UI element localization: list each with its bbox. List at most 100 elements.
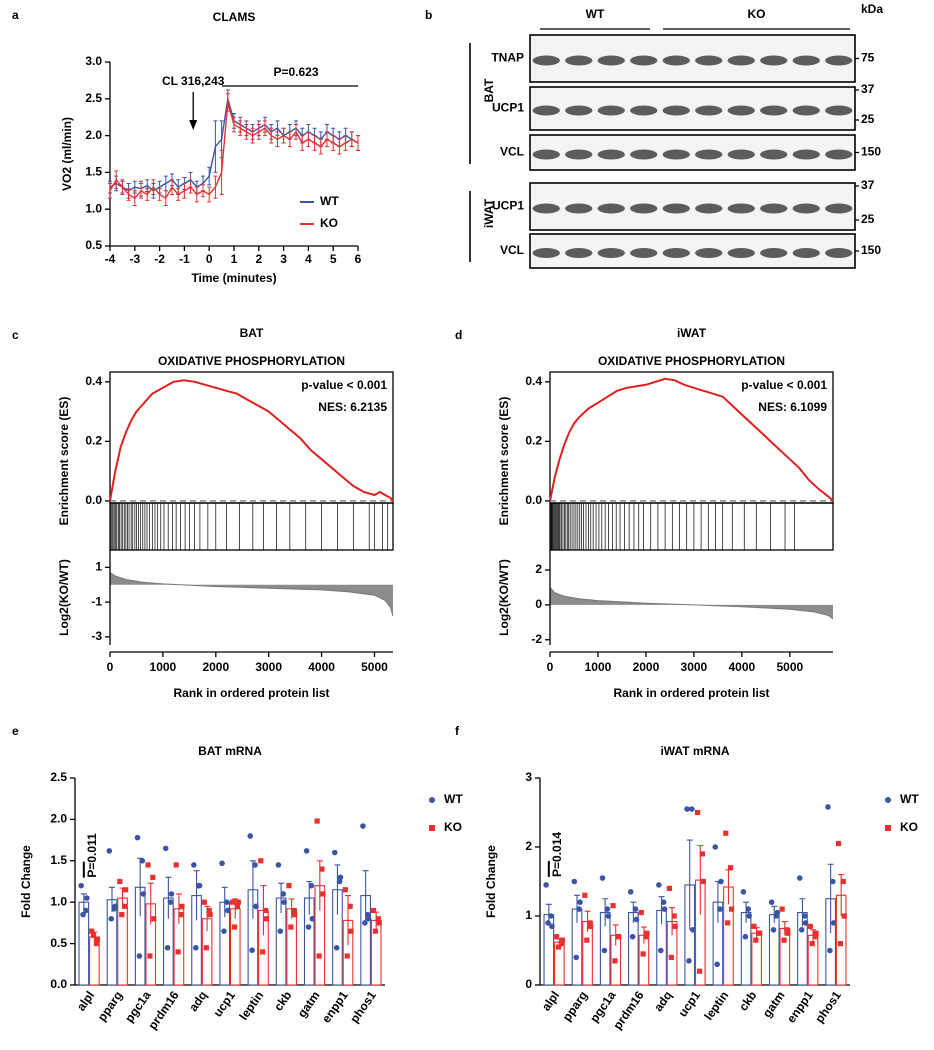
- panel-label: c: [12, 328, 19, 342]
- y-tick-label: 3: [525, 770, 532, 784]
- data-point: [140, 891, 147, 897]
- data-point: [348, 928, 354, 934]
- data-point: [316, 953, 322, 959]
- data-point: [629, 933, 636, 940]
- band: [760, 203, 788, 214]
- band: [662, 248, 690, 258]
- marker-label: 75: [861, 51, 875, 65]
- data-point: [275, 862, 282, 868]
- band: [532, 55, 560, 66]
- x-tick-label: ucp1: [676, 988, 704, 1019]
- chart-title: iWAT: [677, 326, 707, 340]
- data-point: [830, 920, 837, 926]
- error-bar: [175, 893, 182, 924]
- band: [630, 149, 658, 160]
- data-point: [751, 923, 757, 929]
- data-point: [314, 818, 320, 824]
- error-bar: [193, 870, 200, 921]
- annotation: CL 316,243: [162, 74, 225, 88]
- data-point: [196, 882, 203, 889]
- data-point: [319, 866, 325, 872]
- data-point: [258, 858, 264, 864]
- data-point: [139, 858, 146, 864]
- data-point: [548, 913, 554, 919]
- data-point: [660, 899, 667, 905]
- data-point: [601, 947, 608, 954]
- data-point: [577, 899, 583, 905]
- x-tick-label: -3: [129, 252, 140, 266]
- y-tick-label: 2.5: [85, 91, 102, 105]
- data-point: [638, 909, 644, 916]
- data-point: [136, 953, 143, 959]
- data-point: [331, 849, 338, 856]
- data-point: [178, 912, 184, 918]
- x-tick-label: adq: [186, 989, 210, 1015]
- group-label: WT: [586, 7, 605, 21]
- chart-title: iWAT mRNA: [660, 744, 729, 758]
- chart-title: BAT: [240, 326, 264, 340]
- bar: [779, 927, 791, 986]
- error-bar: [109, 886, 116, 913]
- x-tick-label: -1: [179, 252, 190, 266]
- error-bar: [809, 929, 816, 941]
- band: [695, 203, 723, 214]
- x-tick-label: phos1: [347, 988, 379, 1025]
- data-point: [333, 944, 340, 951]
- data-point: [231, 924, 238, 930]
- annotation: p-value < 0.001: [301, 378, 387, 392]
- error-bar: [640, 926, 647, 944]
- legend-label: KO: [900, 820, 918, 834]
- x-tick-label: 2000: [633, 660, 660, 674]
- band: [565, 149, 593, 160]
- bar: [286, 908, 297, 986]
- data-point: [376, 920, 382, 926]
- x-tick-label: pparg: [560, 989, 591, 1024]
- error-bar: [584, 910, 591, 932]
- data-point: [224, 907, 231, 914]
- x-tick-label: leptin: [236, 989, 266, 1023]
- data-point: [718, 878, 724, 885]
- data-point: [813, 930, 819, 936]
- data-point: [779, 906, 785, 912]
- band: [727, 203, 755, 214]
- x-tick-label: alpl: [539, 989, 562, 1014]
- error-bar: [799, 898, 806, 927]
- band: [532, 149, 560, 160]
- band: [792, 55, 820, 66]
- band: [792, 248, 820, 258]
- data-point: [582, 892, 588, 898]
- data-point: [661, 906, 668, 912]
- data-point: [725, 920, 731, 926]
- data-point: [784, 927, 790, 933]
- y-tick-label: 0.0: [85, 493, 102, 507]
- x-tick-label: phos1: [812, 988, 844, 1025]
- data-point: [809, 941, 815, 947]
- data-point: [666, 885, 673, 891]
- panel-label: e: [12, 724, 19, 738]
- data-point: [234, 903, 240, 909]
- data-point: [249, 947, 255, 954]
- error-bar: [334, 864, 341, 915]
- data-point: [774, 909, 781, 916]
- error-bar: [697, 845, 704, 915]
- legend-label: KO: [320, 216, 338, 230]
- protein-label: VCL: [500, 243, 524, 257]
- data-point: [201, 899, 208, 905]
- data-point: [219, 860, 225, 867]
- data-point: [347, 903, 353, 909]
- series-line: [109, 102, 359, 200]
- error-bar: [725, 869, 732, 905]
- data-point: [89, 928, 95, 934]
- band: [695, 248, 723, 258]
- y-tick-label: 0.2: [85, 434, 102, 448]
- data-point: [175, 949, 181, 955]
- y-tick-label: 0.4: [85, 374, 102, 388]
- data-point: [757, 930, 763, 936]
- data-point: [616, 934, 622, 940]
- data-point: [827, 947, 833, 954]
- data-point: [292, 912, 298, 918]
- band: [565, 55, 593, 66]
- x-tick-label: gatm: [760, 989, 788, 1021]
- data-point: [308, 882, 315, 889]
